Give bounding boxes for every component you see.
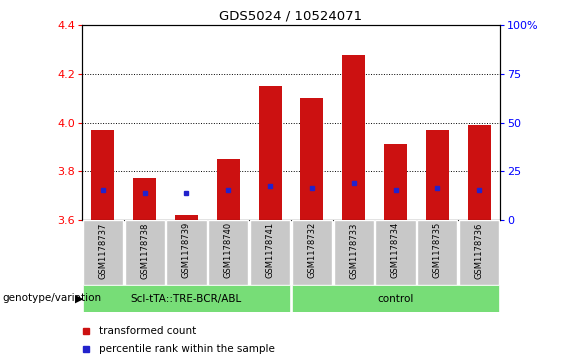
Title: GDS5024 / 10524071: GDS5024 / 10524071	[219, 10, 363, 23]
Text: GSM1178735: GSM1178735	[433, 222, 442, 278]
Bar	[92, 130, 114, 220]
Text: GSM1178733: GSM1178733	[349, 222, 358, 279]
FancyBboxPatch shape	[166, 220, 207, 285]
FancyBboxPatch shape	[208, 220, 249, 285]
Bar	[384, 144, 407, 220]
Text: percentile rank within the sample: percentile rank within the sample	[99, 344, 275, 354]
Text: ▶: ▶	[75, 293, 83, 303]
Bar	[342, 54, 365, 220]
Text: GSM1178740: GSM1178740	[224, 222, 233, 278]
Text: genotype/variation: genotype/variation	[3, 293, 102, 303]
Bar	[175, 215, 198, 220]
Text: GSM1178734: GSM1178734	[391, 222, 400, 278]
Bar	[426, 130, 449, 220]
FancyBboxPatch shape	[417, 220, 458, 285]
FancyBboxPatch shape	[124, 220, 165, 285]
Bar	[301, 98, 323, 220]
FancyBboxPatch shape	[292, 220, 332, 285]
FancyBboxPatch shape	[375, 220, 416, 285]
FancyBboxPatch shape	[82, 220, 123, 285]
Text: Scl-tTA::TRE-BCR/ABL: Scl-tTA::TRE-BCR/ABL	[131, 294, 242, 303]
FancyBboxPatch shape	[82, 285, 290, 312]
Bar	[468, 125, 490, 220]
Bar	[133, 178, 156, 220]
Text: GSM1178739: GSM1178739	[182, 222, 191, 278]
Text: GSM1178738: GSM1178738	[140, 222, 149, 279]
Text: control: control	[377, 294, 414, 303]
Text: GSM1178737: GSM1178737	[98, 222, 107, 279]
Text: transformed count: transformed count	[99, 326, 197, 336]
Text: GSM1178732: GSM1178732	[307, 222, 316, 278]
Text: GSM1178736: GSM1178736	[475, 222, 484, 279]
FancyBboxPatch shape	[250, 220, 290, 285]
Bar	[217, 159, 240, 220]
FancyBboxPatch shape	[333, 220, 374, 285]
FancyBboxPatch shape	[292, 285, 499, 312]
FancyBboxPatch shape	[459, 220, 499, 285]
Text: GSM1178741: GSM1178741	[266, 222, 275, 278]
Bar	[259, 86, 281, 220]
